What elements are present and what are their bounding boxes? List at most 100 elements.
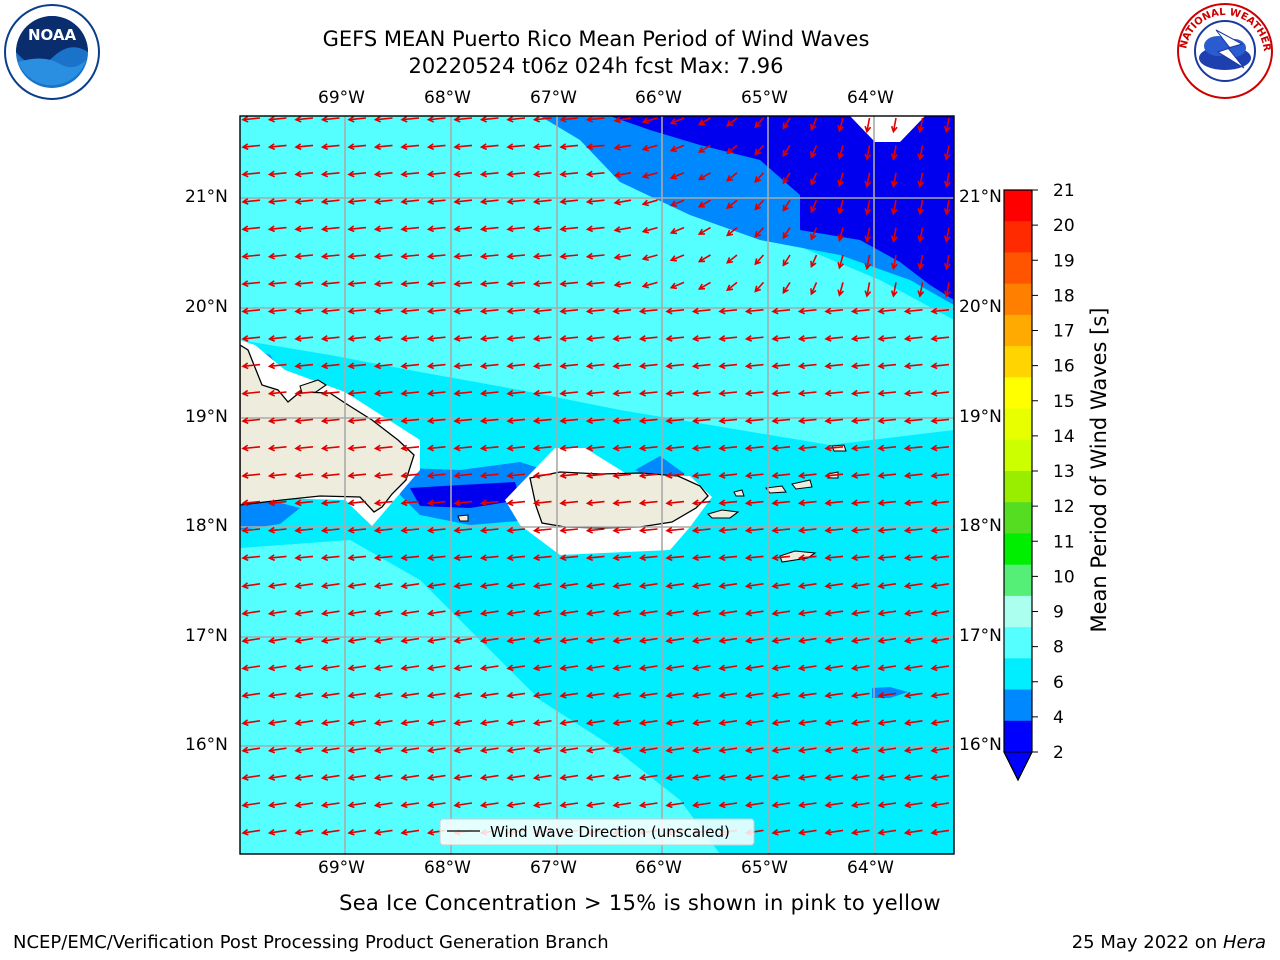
colorbar-tick-label: 19 bbox=[1053, 251, 1075, 271]
vector-arrow bbox=[824, 746, 844, 754]
vector-arrow bbox=[241, 472, 261, 479]
vector-arrow bbox=[506, 362, 526, 370]
vector-arrow bbox=[347, 499, 367, 507]
vector-arrow bbox=[824, 389, 844, 397]
vector-arrow bbox=[532, 637, 552, 644]
vector-arrow bbox=[837, 254, 845, 270]
vector-arrow bbox=[744, 664, 764, 672]
map-plot-area bbox=[240, 116, 954, 854]
graticule bbox=[240, 116, 954, 854]
vector-arrow bbox=[453, 719, 473, 727]
colorbar-swatch bbox=[1004, 502, 1032, 534]
vector-arrow bbox=[691, 801, 711, 809]
vector-arrow bbox=[810, 254, 818, 269]
vector-arrow bbox=[347, 691, 367, 699]
vector-arrow bbox=[850, 389, 870, 397]
colorbar: 21 20 19 18 17 16 15 14 13 12 11 10 9 8 6 4 2 bbox=[1003, 181, 1075, 782]
vector-arrow bbox=[347, 526, 367, 534]
vector-arrow bbox=[559, 417, 579, 425]
vector-arrow bbox=[890, 117, 898, 134]
vector-arrow bbox=[373, 362, 393, 370]
vector-arrow bbox=[559, 225, 579, 233]
vector-arrow bbox=[479, 637, 499, 644]
vector-arrow bbox=[506, 444, 526, 452]
footer-credit: NCEP/EMC/Verification Post Processing Pr… bbox=[13, 932, 609, 953]
vector-arrow bbox=[241, 198, 261, 205]
vector-arrow bbox=[347, 280, 367, 288]
vector-arrow bbox=[559, 170, 579, 178]
vector-arrow bbox=[426, 252, 446, 260]
vector-arrow bbox=[479, 198, 499, 205]
vector-arrow bbox=[641, 226, 658, 234]
vector-arrow bbox=[930, 609, 950, 617]
vector-arrow bbox=[890, 282, 898, 298]
vector-arrow bbox=[850, 801, 870, 809]
vector-arrow bbox=[930, 746, 950, 754]
vector-arrow bbox=[400, 444, 420, 452]
vector-arrow bbox=[241, 362, 261, 370]
vector-arrow bbox=[930, 335, 950, 342]
vector-arrow bbox=[294, 198, 314, 205]
vector-arrow bbox=[426, 637, 446, 644]
vector-arrow bbox=[585, 499, 605, 507]
vector-arrow bbox=[797, 307, 817, 315]
vector-arrow bbox=[559, 691, 579, 699]
vector-arrow bbox=[532, 143, 552, 151]
vector-arrow bbox=[641, 254, 658, 262]
vector-arrow bbox=[267, 116, 287, 123]
vector-arrow bbox=[718, 582, 738, 590]
vector-arrow bbox=[744, 335, 764, 342]
vector-arrow bbox=[559, 116, 579, 123]
vector-arrow bbox=[824, 472, 844, 479]
vector-arrow bbox=[613, 143, 632, 151]
svg-text:NOAA: NOAA bbox=[28, 26, 77, 44]
vector-arrow bbox=[824, 444, 844, 452]
vector-arrow bbox=[453, 526, 473, 534]
vector-arrow bbox=[294, 582, 314, 590]
vector-arrow bbox=[638, 472, 658, 479]
vector-arrow bbox=[267, 499, 287, 507]
vector-arrow bbox=[744, 637, 764, 644]
vector-arrow bbox=[877, 609, 897, 617]
vector-arrow bbox=[320, 335, 340, 342]
vector-arrow bbox=[373, 116, 393, 123]
vector-arrow bbox=[479, 252, 499, 260]
vector-arrow bbox=[506, 801, 526, 809]
vector-arrow bbox=[930, 444, 950, 452]
vector-arrow bbox=[479, 746, 499, 754]
vector-arrow bbox=[506, 664, 526, 672]
vector-arrow bbox=[903, 719, 923, 727]
vector-arrow bbox=[638, 637, 658, 644]
vector-arrow bbox=[426, 691, 446, 699]
vector-arrow bbox=[665, 774, 685, 781]
vector-arrow bbox=[850, 499, 870, 507]
vector-arrow bbox=[559, 801, 579, 809]
vector-arrow bbox=[864, 172, 872, 189]
vector-arrow bbox=[585, 362, 605, 370]
vector-arrow bbox=[744, 417, 764, 425]
vector-arrow bbox=[744, 609, 764, 617]
vector-arrow bbox=[903, 335, 923, 342]
lon-label-top: 66°W bbox=[635, 88, 682, 108]
vector-arrow bbox=[559, 774, 579, 781]
vector-arrow bbox=[294, 335, 314, 342]
vector-arrow bbox=[744, 774, 764, 781]
vector-arrow bbox=[559, 252, 579, 260]
vector-arrow bbox=[241, 307, 261, 315]
vector-arrow bbox=[506, 143, 526, 151]
vector-arrow bbox=[890, 172, 898, 189]
vector-arrow bbox=[453, 417, 473, 425]
vector-arrow bbox=[532, 609, 552, 617]
vector-arrow bbox=[943, 227, 951, 243]
colorbar-swatch bbox=[1004, 595, 1032, 628]
vector-arrow bbox=[585, 801, 605, 809]
vector-arrow bbox=[585, 554, 605, 562]
vector-arrow bbox=[320, 664, 340, 672]
vector-arrow bbox=[754, 227, 765, 238]
vector-arrow bbox=[426, 362, 446, 370]
vector-arrow bbox=[837, 117, 845, 133]
vector-arrow bbox=[665, 746, 685, 754]
vector-arrow bbox=[612, 801, 632, 809]
vector-arrow bbox=[718, 801, 738, 809]
vector-arrow bbox=[532, 225, 552, 233]
